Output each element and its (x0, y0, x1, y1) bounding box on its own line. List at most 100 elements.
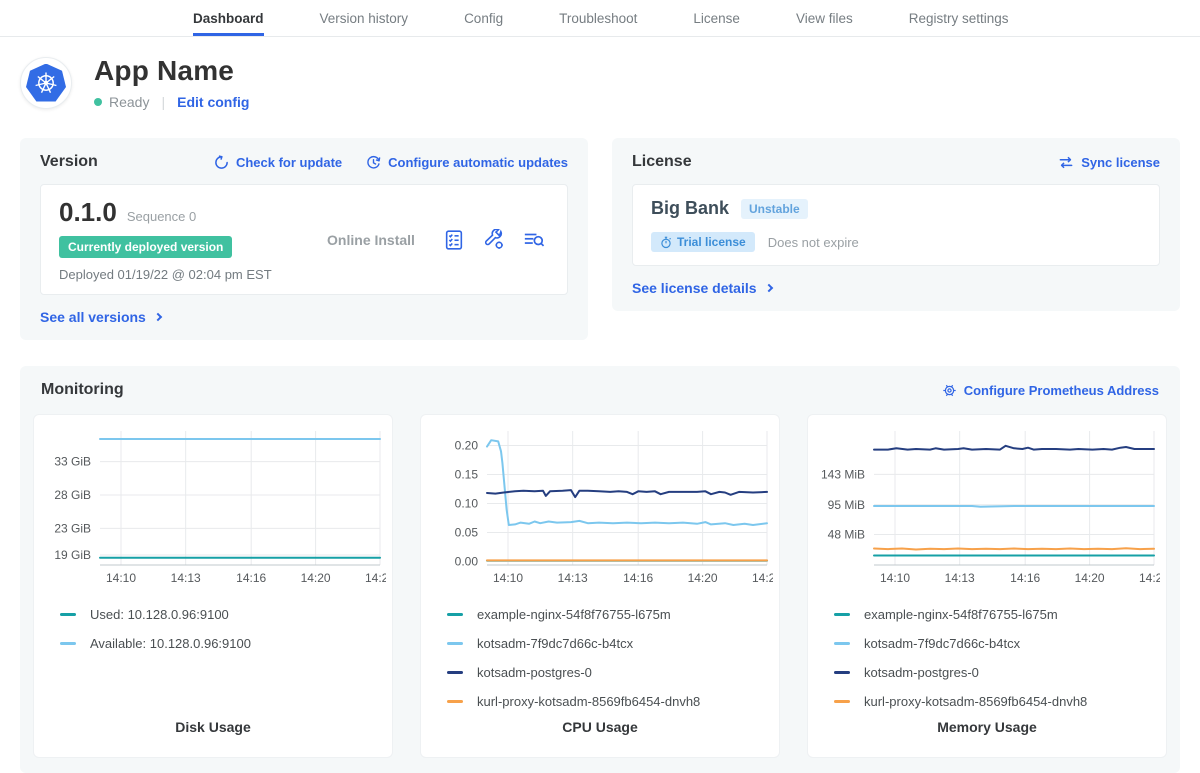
legend-item: kotsadm-7f9dc7d66c-b4tcx (834, 636, 1166, 651)
tab-registry-settings[interactable]: Registry settings (909, 0, 1009, 36)
app-icon (20, 57, 72, 109)
chart-card-cpu-usage: 14:1014:1314:1614:2014:230.000.050.100.1… (420, 414, 780, 758)
sequence-label: Sequence 0 (127, 209, 196, 224)
sync-arrows-icon (1058, 155, 1074, 170)
chevron-right-icon (154, 313, 162, 321)
legend-dash-icon (447, 671, 463, 674)
legend-label: Used: 10.128.0.96:9100 (90, 607, 229, 622)
legend-item: kotsadm-postgres-0 (447, 665, 779, 680)
legend-item: Used: 10.128.0.96:9100 (60, 607, 392, 622)
sync-license-button[interactable]: Sync license (1058, 155, 1160, 170)
legend-label: example-nginx-54f8f76755-l675m (477, 607, 671, 622)
svg-text:14:13: 14:13 (558, 571, 588, 585)
install-type-label: Online Install (299, 232, 443, 248)
legend-item: kotsadm-postgres-0 (834, 665, 1166, 680)
svg-text:28 GiB: 28 GiB (54, 488, 91, 502)
tab-troubleshoot[interactable]: Troubleshoot (559, 0, 637, 36)
svg-text:19 GiB: 19 GiB (54, 548, 91, 562)
gear-icon (942, 383, 957, 398)
svg-text:0.20: 0.20 (455, 438, 479, 452)
version-number: 0.1.0 (59, 197, 117, 228)
legend-item: kurl-proxy-kotsadm-8569fb6454-dnvh8 (834, 694, 1166, 709)
chart-legend: Used: 10.128.0.96:9100 Available: 10.128.… (60, 607, 392, 651)
monitoring-panel: Monitoring Configure Prometheus Address … (20, 366, 1180, 773)
svg-text:48 MiB: 48 MiB (828, 528, 865, 542)
chevron-right-icon (764, 284, 772, 292)
svg-text:14:23: 14:23 (365, 571, 386, 585)
legend-label: kurl-proxy-kotsadm-8569fb6454-dnvh8 (477, 694, 700, 709)
tab-view-files[interactable]: View files (796, 0, 853, 36)
version-panel-title: Version (40, 153, 98, 171)
customer-name: Big Bank (651, 198, 729, 219)
svg-text:0.00: 0.00 (455, 555, 479, 569)
deployed-timestamp: Deployed 01/19/22 @ 02:04 pm EST (59, 267, 299, 282)
legend-label: kotsadm-postgres-0 (477, 665, 592, 680)
divider: | (161, 94, 165, 110)
legend-item: kotsadm-7f9dc7d66c-b4tcx (447, 636, 779, 651)
legend-dash-icon (834, 700, 850, 703)
legend-dash-icon (447, 642, 463, 645)
refresh-icon (214, 155, 229, 170)
chart-plot: 14:1014:1314:1614:2014:230.000.050.100.1… (427, 423, 773, 595)
svg-text:14:13: 14:13 (945, 571, 975, 585)
check-for-update-button[interactable]: Check for update (214, 155, 342, 170)
chart-title: Memory Usage (808, 719, 1166, 757)
legend-item: Available: 10.128.0.96:9100 (60, 636, 392, 651)
svg-text:33 GiB: 33 GiB (54, 455, 91, 469)
svg-text:14:16: 14:16 (1010, 571, 1040, 585)
svg-text:95 MiB: 95 MiB (828, 498, 865, 512)
svg-text:14:23: 14:23 (1139, 571, 1160, 585)
see-all-versions-link[interactable]: See all versions (40, 309, 161, 325)
legend-item: example-nginx-54f8f76755-l675m (447, 607, 779, 622)
svg-text:14:16: 14:16 (623, 571, 653, 585)
configure-automatic-updates-button[interactable]: Configure automatic updates (366, 155, 568, 170)
stopwatch-icon (660, 236, 672, 249)
svg-text:0.10: 0.10 (455, 496, 479, 510)
release-notes-icon[interactable] (443, 229, 465, 251)
tab-version-history[interactable]: Version history (320, 0, 409, 36)
tab-license[interactable]: License (693, 0, 740, 36)
legend-label: kotsadm-7f9dc7d66c-b4tcx (864, 636, 1020, 651)
svg-text:14:13: 14:13 (171, 571, 201, 585)
edit-config-link[interactable]: Edit config (177, 94, 249, 110)
svg-text:14:20: 14:20 (1075, 571, 1105, 585)
app-header: App Name Ready | Edit config (20, 55, 1180, 110)
channel-badge: Unstable (741, 199, 808, 219)
view-logs-icon[interactable] (523, 229, 545, 251)
status-text: Ready (109, 94, 149, 110)
charts-row: 14:10 14:13 14:16 14:20 14:23 19 GiB 23 GiB 28 … (33, 414, 1167, 758)
svg-text:23 GiB: 23 GiB (54, 521, 91, 535)
legend-dash-icon (60, 613, 76, 616)
current-version-card: 0.1.0 Sequence 0 Currently deployed vers… (40, 184, 568, 295)
legend-item: example-nginx-54f8f76755-l675m (834, 607, 1166, 622)
expiry-text: Does not expire (768, 235, 859, 250)
tab-dashboard[interactable]: Dashboard (193, 0, 264, 36)
see-license-details-link[interactable]: See license details (632, 280, 772, 296)
legend-dash-icon (834, 642, 850, 645)
kubernetes-icon (26, 64, 66, 102)
top-nav: Dashboard Version history Config Troublesho… (0, 0, 1200, 37)
edit-config-gear-icon[interactable] (483, 229, 505, 251)
chart-plot: 14:1014:1314:1614:2014:2319 GiB23 GiB28 … (40, 423, 386, 595)
chart-title: CPU Usage (421, 719, 779, 757)
status-dot (94, 98, 102, 106)
svg-text:14:23: 14:23 (752, 571, 773, 585)
chart-card-memory-usage: 14:1014:1314:1614:2014:2348 MiB95 MiB143… (807, 414, 1167, 758)
license-details-card: Big Bank Unstable Trial license Does not… (632, 184, 1160, 266)
svg-text:14:20: 14:20 (688, 571, 718, 585)
legend-dash-icon (447, 700, 463, 703)
tab-config[interactable]: Config (464, 0, 503, 36)
svg-text:143 MiB: 143 MiB (821, 467, 865, 481)
legend-item: kurl-proxy-kotsadm-8569fb6454-dnvh8 (447, 694, 779, 709)
deployed-badge: Currently deployed version (59, 236, 232, 258)
chart-plot: 14:1014:1314:1614:2014:2348 MiB95 MiB143… (814, 423, 1160, 595)
legend-label: kotsadm-postgres-0 (864, 665, 979, 680)
svg-text:14:10: 14:10 (493, 571, 523, 585)
chart-title: Disk Usage (34, 719, 392, 757)
legend-dash-icon (834, 613, 850, 616)
legend-dash-icon (60, 642, 76, 645)
license-panel-title: License (632, 153, 692, 171)
chart-legend: example-nginx-54f8f76755-l675m kotsadm-7f… (834, 607, 1166, 709)
legend-label: Available: 10.128.0.96:9100 (90, 636, 251, 651)
configure-prometheus-button[interactable]: Configure Prometheus Address (942, 383, 1159, 398)
